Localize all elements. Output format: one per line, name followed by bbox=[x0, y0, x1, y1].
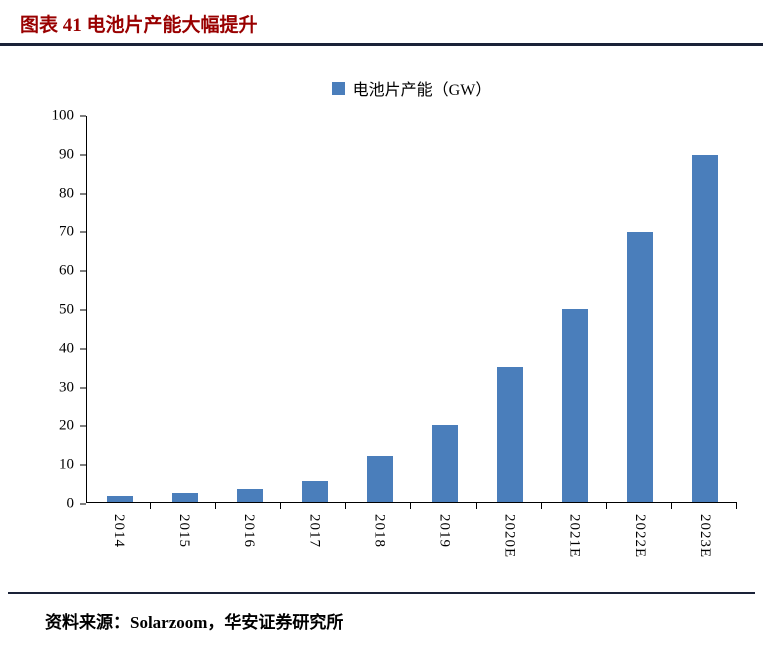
y-axis-tick-label: 70 bbox=[59, 223, 74, 240]
bar-2015 bbox=[171, 493, 198, 502]
x-label-cell: 2020E bbox=[477, 514, 542, 558]
page-title: 图表 41 电池片产能大幅提升 bbox=[20, 15, 258, 36]
x-axis-label: 2019 bbox=[436, 514, 453, 548]
x-axis-tick bbox=[216, 503, 282, 509]
plot-column: 2014 2015 2016 2017 2018 2019 2020E 2021E 2022E 2… bbox=[86, 116, 737, 558]
plot-area bbox=[86, 116, 737, 503]
x-labels-row: 2014 2015 2016 2017 2018 2019 2020E 2021E 2022E 2… bbox=[86, 514, 737, 558]
y-axis-tick-mark bbox=[80, 193, 86, 195]
chart-legend: 电池片产能（GW） bbox=[86, 76, 737, 100]
y-axis-tick-mark bbox=[80, 464, 86, 466]
bar-slot bbox=[477, 116, 542, 502]
y-axis-tick-label: 80 bbox=[59, 185, 74, 202]
y-axis-tick-label: 0 bbox=[66, 495, 75, 512]
bar-slot bbox=[542, 116, 607, 502]
x-axis-label: 2021E bbox=[566, 514, 583, 559]
bar-2017 bbox=[301, 480, 328, 502]
y-axis-tick-label: 100 bbox=[51, 107, 75, 124]
x-axis-tick bbox=[86, 503, 152, 509]
y-axis-tick-mark bbox=[80, 425, 86, 427]
legend-swatch-icon bbox=[331, 81, 345, 95]
x-axis-label: 2014 bbox=[111, 514, 128, 548]
x-axis-label: 2015 bbox=[176, 514, 193, 548]
legend-label: 电池片产能（GW） bbox=[352, 82, 492, 99]
x-axis-tick bbox=[411, 503, 477, 509]
x-label-cell: 2019 bbox=[411, 514, 476, 558]
x-axis-label: 2020E bbox=[501, 514, 518, 559]
x-axis-tick bbox=[672, 503, 737, 509]
x-label-cell: 2021E bbox=[542, 514, 607, 558]
bar-2014 bbox=[106, 496, 133, 502]
bar-slot bbox=[672, 116, 737, 502]
bar-2022E bbox=[626, 231, 653, 502]
bar-slot bbox=[412, 116, 477, 502]
x-axis-tick bbox=[607, 503, 672, 509]
y-axis-tick-label: 90 bbox=[59, 146, 74, 163]
x-axis-tick bbox=[477, 503, 542, 509]
x-label-cell: 2015 bbox=[151, 514, 216, 558]
bar-2021E bbox=[561, 309, 588, 502]
y-axis-tick-label: 40 bbox=[59, 340, 74, 357]
chart-main: 0 10 20 30 40 50 60 70 80 90 100 2014 2015 2016 2017 2… bbox=[34, 108, 737, 558]
bar-slot bbox=[607, 116, 672, 502]
x-axis-label: 2023E bbox=[696, 514, 713, 559]
x-axis-label: 2017 bbox=[306, 514, 323, 548]
bar-slot bbox=[87, 116, 152, 502]
x-axis-label: 2018 bbox=[371, 514, 388, 548]
y-axis-tick-mark bbox=[80, 231, 86, 233]
x-axis-tick bbox=[346, 503, 412, 509]
bar-chart: 电池片产能（GW） 0 10 20 30 40 50 60 70 80 90 100 2014 201… bbox=[34, 76, 737, 558]
x-ticks-row bbox=[86, 503, 737, 509]
y-axis-tick-label: 60 bbox=[59, 262, 74, 279]
x-label-cell: 2017 bbox=[281, 514, 346, 558]
x-label-cell: 2016 bbox=[216, 514, 281, 558]
y-axis-tick-mark bbox=[80, 270, 86, 272]
bar-2018 bbox=[366, 455, 393, 502]
x-label-cell: 2014 bbox=[86, 514, 151, 558]
x-label-cell: 2023E bbox=[672, 514, 737, 558]
y-axis-tick-mark bbox=[80, 115, 86, 117]
y-axis-tick-label: 10 bbox=[59, 456, 74, 473]
x-axis-label: 2016 bbox=[241, 514, 258, 548]
bar-slot bbox=[152, 116, 217, 502]
y-axis-tick-mark bbox=[80, 387, 86, 389]
y-axis-tick-label: 30 bbox=[59, 379, 74, 396]
x-axis-tick bbox=[151, 503, 217, 509]
bar-slot bbox=[282, 116, 347, 502]
title-divider bbox=[0, 43, 763, 46]
bar-slot bbox=[217, 116, 282, 502]
x-label-cell: 2022E bbox=[607, 514, 672, 558]
y-axis-tick-label: 50 bbox=[59, 301, 74, 318]
page: 图表 41 电池片产能大幅提升 电池片产能（GW） 0 10 20 30 40 50 60 7… bbox=[0, 10, 763, 633]
source-note: 资料来源：Solarzoom，华安证券研究所 bbox=[45, 613, 344, 633]
y-axis-tick-mark bbox=[80, 309, 86, 311]
x-axis-tick bbox=[542, 503, 607, 509]
x-axis-label: 2022E bbox=[631, 514, 648, 559]
x-axis-tick bbox=[281, 503, 347, 509]
bar-2020E bbox=[496, 366, 523, 502]
y-axis: 0 10 20 30 40 50 60 70 80 90 100 bbox=[34, 108, 86, 511]
y-axis-tick-mark bbox=[80, 154, 86, 156]
bar-2019 bbox=[431, 424, 458, 502]
bar-slot bbox=[347, 116, 412, 502]
footer-divider bbox=[8, 592, 755, 595]
bars-row bbox=[87, 116, 737, 502]
y-axis-tick-mark bbox=[80, 348, 86, 350]
y-axis-tick-mark bbox=[80, 503, 86, 505]
bar-2023E bbox=[691, 154, 718, 502]
y-axis-tick-label: 20 bbox=[59, 417, 74, 434]
bar-2016 bbox=[236, 488, 263, 502]
x-label-cell: 2018 bbox=[346, 514, 411, 558]
